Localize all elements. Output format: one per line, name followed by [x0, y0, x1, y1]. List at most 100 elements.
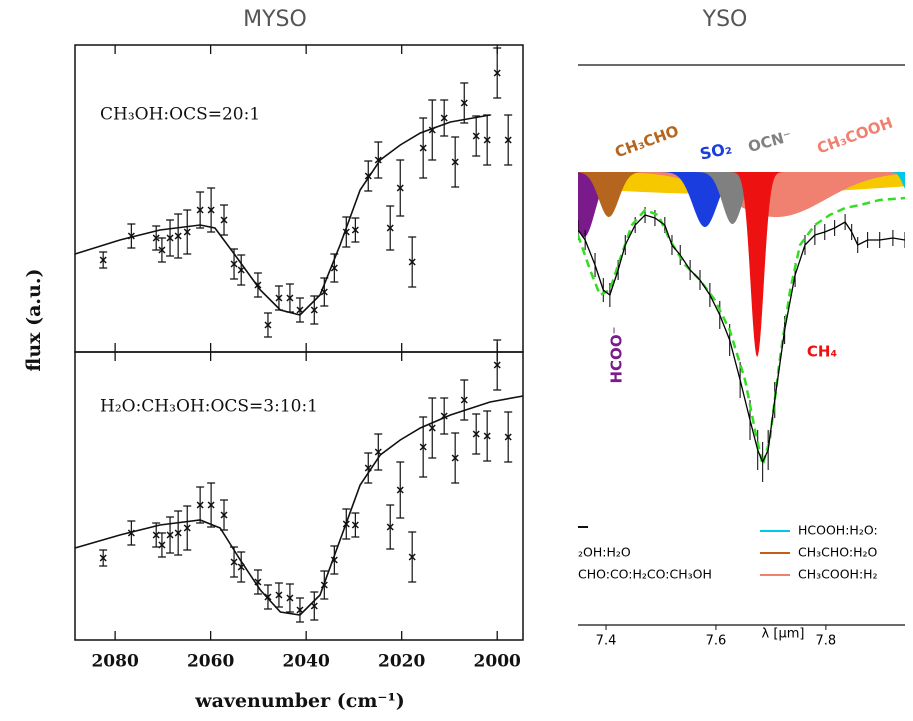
data-point — [196, 206, 204, 214]
component — [578, 172, 905, 217]
data-point — [127, 232, 135, 240]
data-point — [493, 69, 501, 77]
legend-label: ₂OH:H₂O — [578, 545, 631, 560]
data-point — [127, 529, 135, 537]
data-point — [166, 531, 174, 539]
data-point — [342, 520, 350, 528]
data-point — [351, 521, 359, 529]
data-point — [504, 136, 512, 144]
data-point — [460, 396, 468, 404]
data-point — [174, 529, 182, 537]
fit-line — [74, 114, 491, 316]
data-point — [364, 172, 372, 180]
data-point — [183, 228, 191, 236]
data-point — [320, 581, 328, 589]
data-point — [460, 99, 468, 107]
component-label: CH₃COOH — [815, 114, 896, 158]
data-point — [483, 136, 491, 144]
data-point — [99, 554, 107, 562]
data-point — [296, 606, 304, 614]
data-point — [237, 563, 245, 571]
data-point — [374, 448, 382, 456]
data-point — [451, 454, 459, 462]
data-point — [264, 593, 272, 601]
x-tick-label: 7.6 — [706, 634, 727, 649]
component-label: OCN⁻ — [746, 127, 793, 156]
data-point — [386, 523, 394, 531]
data-point — [428, 126, 436, 134]
data-point — [364, 464, 372, 472]
panel-annotation: H₂O:CH₃OH:OCS=3:10:1 — [100, 397, 318, 417]
x-tick-label: 2020 — [378, 652, 425, 672]
data-point — [264, 321, 272, 329]
fit-line — [74, 395, 524, 616]
data-point — [440, 114, 448, 122]
data-point — [310, 602, 318, 610]
x-axis-label: λ [μm] — [762, 627, 805, 642]
data-point — [207, 206, 215, 214]
x-tick-label: 7.4 — [596, 634, 617, 649]
data-point — [451, 158, 459, 166]
plot-frame — [74, 44, 524, 353]
data-point — [254, 281, 262, 289]
data-point — [483, 432, 491, 440]
panel-annotation: CH₃OH:OCS=20:1 — [100, 105, 260, 125]
data-point — [275, 294, 283, 302]
x-tick-label: 2040 — [283, 652, 330, 672]
data-point — [152, 234, 160, 242]
panel-title: MYSO — [243, 7, 307, 32]
data-point — [504, 433, 512, 441]
x-tick-label: 2060 — [187, 652, 234, 672]
component — [578, 172, 905, 224]
data-point — [320, 288, 328, 296]
data-point — [472, 132, 480, 140]
data-point — [296, 306, 304, 314]
data-point — [419, 443, 427, 451]
data-point — [419, 144, 427, 152]
data-point — [166, 234, 174, 242]
legend-label: HCOOH:H₂O: — [798, 523, 878, 538]
legend-label: CH₃COOH:H₂ — [798, 567, 878, 582]
data-point — [472, 430, 480, 438]
data-point — [230, 260, 238, 268]
component-label: SO₂ — [698, 138, 733, 163]
data-point — [220, 216, 228, 224]
data-point — [174, 232, 182, 240]
data-point — [396, 184, 404, 192]
x-axis-label: wavenumber (cm⁻¹) — [194, 690, 405, 712]
data-point — [310, 306, 318, 314]
data-point — [374, 156, 382, 164]
legend-label: CH₃CHO:H₂O — [798, 545, 878, 560]
data-point — [254, 578, 262, 586]
data-point — [286, 594, 294, 602]
yso-plot: CH₃COOH HCOO⁻ CH₃CHO SO₂ OCN⁻ CH₄ ₂OH:H₂O CHO:C… — [578, 64, 905, 630]
data-point — [396, 486, 404, 494]
data-point — [342, 228, 350, 236]
data-point — [207, 501, 215, 509]
data-point — [330, 556, 338, 564]
data-point — [440, 412, 448, 420]
data-point — [220, 511, 228, 519]
plot-frame — [74, 351, 524, 641]
data-point — [158, 541, 166, 549]
data-point — [230, 558, 238, 566]
x-tick-label: 2000 — [474, 652, 521, 672]
data-point — [408, 258, 416, 266]
data-point — [351, 226, 359, 234]
data-point — [408, 553, 416, 561]
data-point — [286, 294, 294, 302]
component-label: CH₃CHO — [613, 122, 682, 162]
data-point — [386, 224, 394, 232]
data-point — [158, 246, 166, 254]
legend-box — [578, 515, 905, 592]
x-tick-label: 2080 — [91, 652, 138, 672]
data-point — [428, 424, 436, 432]
observed-line — [578, 214, 905, 464]
component-label: HCOO⁻ — [608, 327, 626, 384]
data-point — [275, 591, 283, 599]
data-point — [493, 361, 501, 369]
data-point — [237, 266, 245, 274]
data-point — [183, 524, 191, 532]
y-axis-label: flux (a.u.) — [23, 269, 45, 372]
